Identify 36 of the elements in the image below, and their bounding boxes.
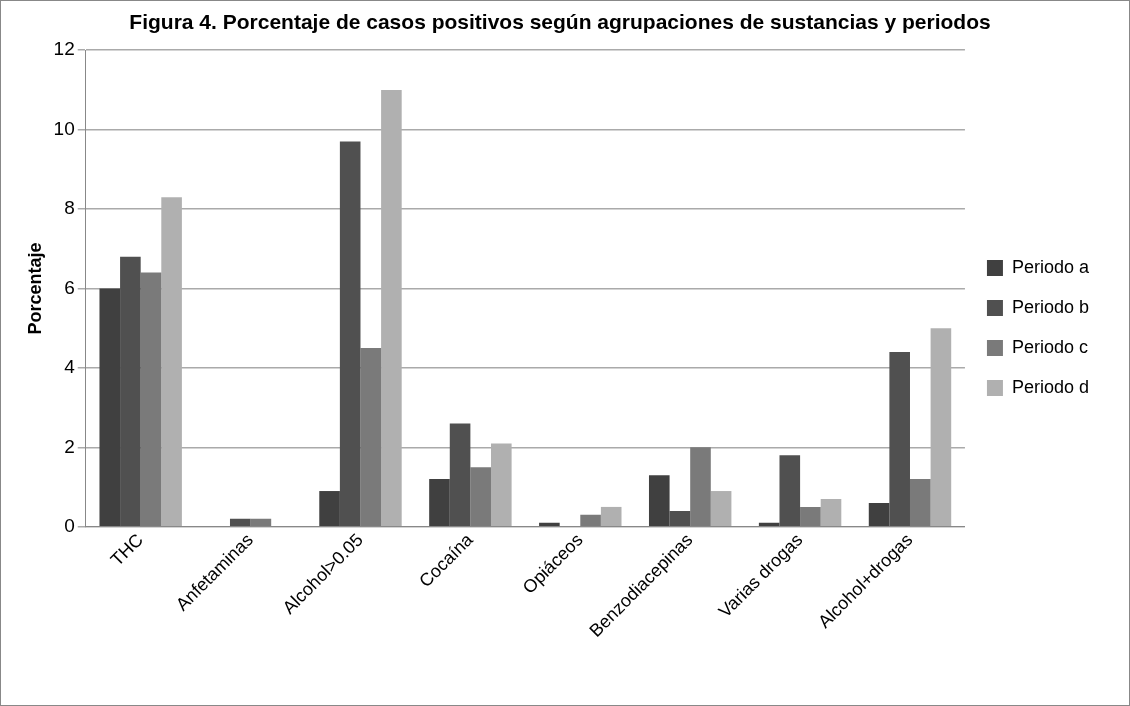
y-tick-label: 10 (53, 117, 75, 139)
y-tick-label: 2 (64, 435, 75, 457)
bar (429, 479, 450, 527)
bar (648, 475, 670, 527)
bar (99, 288, 121, 527)
bar (758, 522, 780, 527)
bar (250, 518, 272, 527)
bar (229, 518, 251, 527)
bar (449, 423, 471, 527)
y-tick-label: 12 (53, 38, 75, 60)
bar (140, 272, 162, 527)
legend-label: Periodo a (1011, 256, 1090, 277)
bar (779, 455, 801, 527)
x-tick-label: THC (106, 529, 148, 570)
legend-label: Periodo d (1011, 376, 1090, 397)
bar (339, 141, 361, 527)
chart-title: Figura 4. Porcentaje de casos positivos según agrupaciones de sustancias y periodos (129, 10, 991, 34)
bar (868, 502, 890, 527)
y-tick-label: 4 (64, 356, 76, 378)
bar (120, 256, 141, 527)
bar (319, 491, 340, 527)
bar (580, 514, 601, 527)
bar (800, 506, 821, 527)
bar (360, 348, 382, 527)
bar (690, 447, 711, 527)
bar (669, 510, 691, 527)
bar (470, 467, 491, 527)
legend-label: Periodo b (1011, 296, 1090, 317)
y-tick-label: 0 (64, 515, 75, 537)
bar (910, 479, 931, 527)
bar (539, 522, 560, 527)
legend-label: Periodo c (1011, 336, 1088, 357)
y-tick-label: 6 (64, 276, 75, 298)
y-tick-label: 8 (64, 197, 75, 219)
y-axis-title: Porcentaje (24, 242, 45, 335)
bar (889, 352, 910, 527)
